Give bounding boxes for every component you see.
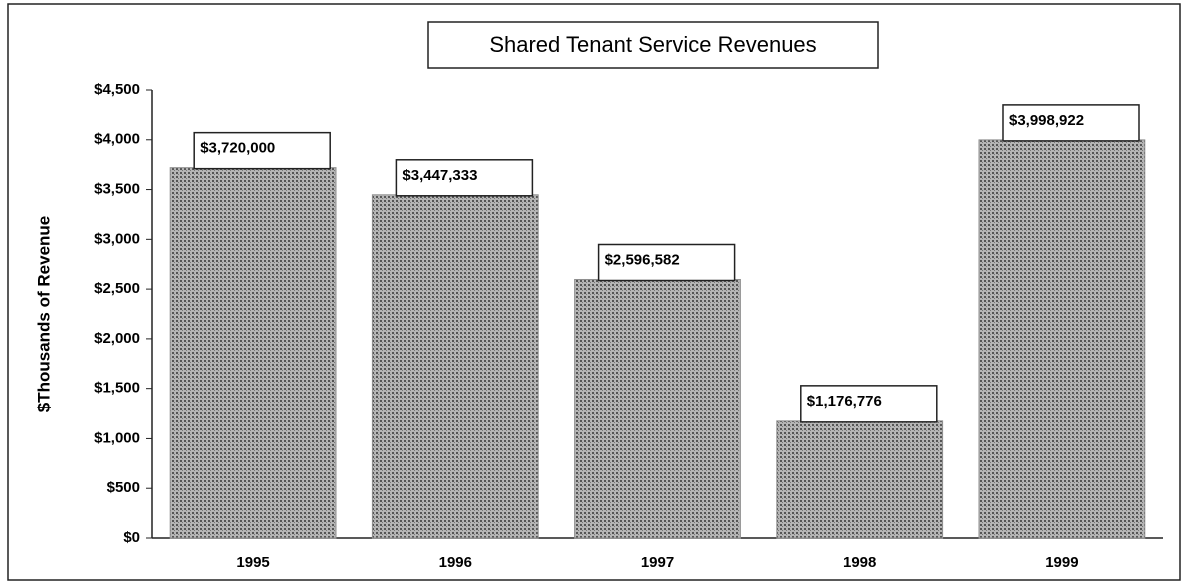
- y-tick-label: $0: [123, 529, 140, 546]
- y-tick-label: $500: [107, 479, 140, 496]
- title-box: [427, 21, 879, 69]
- y-tick-label: $1,500: [94, 380, 140, 397]
- y-tick-label: $2,500: [94, 280, 140, 297]
- x-tick-label: 1996: [439, 554, 472, 571]
- bar: [978, 139, 1146, 539]
- value-label-box: [395, 159, 534, 197]
- y-tick-label: $1,000: [94, 429, 140, 446]
- value-label: $3,447,333: [402, 167, 477, 184]
- value-label-box: [193, 131, 331, 170]
- x-tick-label: 1998: [843, 554, 876, 571]
- value-label: $2,596,582: [605, 251, 680, 268]
- chart-border: [7, 3, 1181, 581]
- bar: [574, 278, 741, 539]
- y-tick-label: $4,500: [94, 81, 140, 98]
- y-tick-label: $2,000: [94, 330, 140, 347]
- value-label-box: [1002, 104, 1140, 142]
- value-label: $3,720,000: [200, 140, 275, 157]
- y-tick-label: $3,000: [94, 230, 140, 247]
- value-label: $1,176,776: [807, 393, 882, 410]
- y-tick-label: $3,500: [94, 181, 140, 198]
- bar: [371, 194, 539, 539]
- x-tick-label: 1999: [1045, 554, 1078, 571]
- value-label-box: [597, 243, 736, 282]
- x-tick-label: 1995: [236, 554, 269, 571]
- x-tick-label: 1997: [641, 554, 674, 571]
- chart-title: Shared Tenant Service Revenues: [489, 32, 816, 57]
- y-tick-label: $4,000: [94, 131, 140, 148]
- y-axis-label: $Thousands of Revenue: [34, 216, 53, 412]
- bar: [776, 420, 944, 539]
- value-label-box: [800, 385, 938, 423]
- bar: [169, 167, 337, 539]
- value-label: $3,998,922: [1009, 112, 1084, 129]
